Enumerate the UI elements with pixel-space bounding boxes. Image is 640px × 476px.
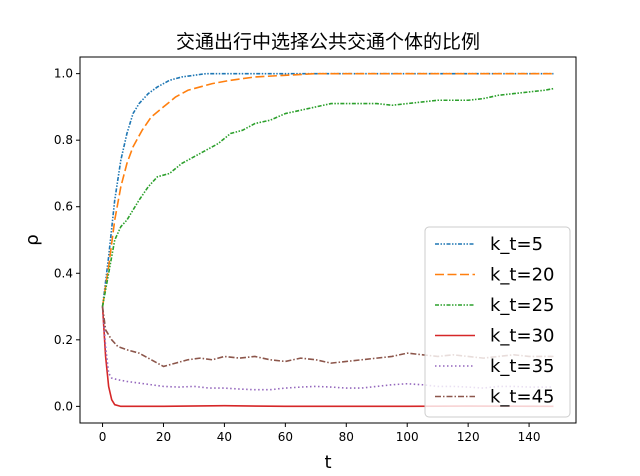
legend-label: k_t=20 (490, 265, 554, 286)
x-axis: 0 20 40 60 80 100 120 140 (99, 423, 541, 444)
legend: k_t=5 k_t=20 k_t=25 k_t=30 k_t=35 k_t=45 (424, 226, 571, 418)
legend-label: k_t=25 (490, 295, 554, 316)
y-axis: 0.0 0.2 0.4 0.6 0.8 1.0 (54, 67, 80, 413)
legend-label: k_t=35 (490, 356, 554, 377)
y-tick-label: 0.6 (54, 200, 73, 214)
legend-label: k_t=30 (490, 326, 554, 347)
y-tick-label: 0.2 (54, 333, 73, 347)
x-tick-label: 100 (396, 430, 419, 444)
series-line-k-t-5 (101, 72, 554, 307)
plot-frame (79, 56, 577, 424)
y-tick-label: 0.8 (54, 133, 73, 147)
x-tick-label: 40 (217, 430, 232, 444)
series-line-k-t-25 (101, 87, 554, 307)
series-layer (101, 72, 554, 408)
x-tick-label: 60 (278, 430, 293, 444)
x-axis-label: t (324, 452, 331, 473)
y-axis-label: ρ (22, 234, 43, 245)
series-line-k-t-30 (101, 306, 554, 408)
series-line-k-t-20 (101, 72, 554, 307)
legend-label: k_t=5 (490, 234, 543, 255)
x-tick-label: 20 (156, 430, 171, 444)
y-tick-label: 0.4 (54, 266, 73, 280)
chart-title: 交通出行中选择公共交通个体的比例 (176, 31, 480, 53)
x-tick-label: 80 (339, 430, 354, 444)
x-tick-label: 0 (99, 430, 107, 444)
legend-label: k_t=45 (490, 387, 554, 408)
x-tick-label: 140 (518, 430, 541, 444)
y-tick-label: 1.0 (54, 67, 73, 81)
x-tick-label: 120 (457, 430, 480, 444)
y-tick-label: 0.0 (54, 399, 73, 413)
